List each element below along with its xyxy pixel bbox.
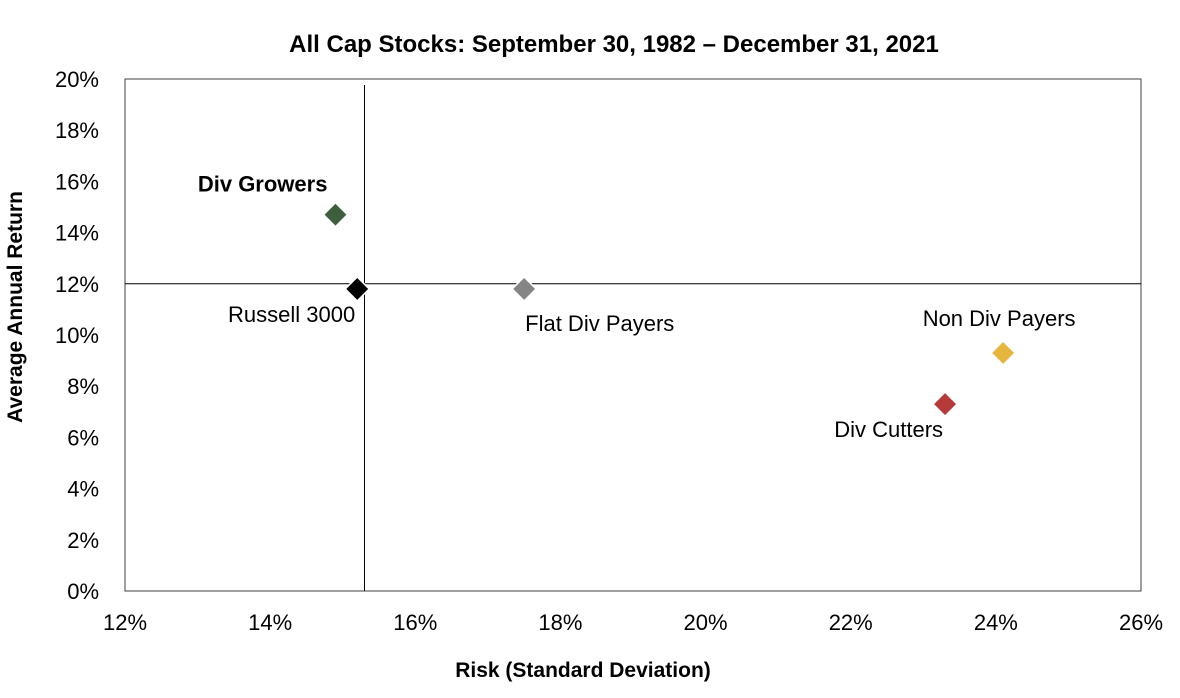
point-label-flat-div-payers: Flat Div Payers — [525, 311, 674, 336]
point-label-div-cutters: Div Cutters — [834, 417, 943, 442]
point-label-russell-3000: Russell 3000 — [228, 302, 355, 327]
y-tick-label: 10% — [55, 323, 99, 348]
x-tick-label: 16% — [393, 610, 437, 635]
point-div-growers — [323, 203, 347, 227]
point-flat-div-payers — [512, 277, 536, 301]
y-tick-label: 6% — [67, 425, 99, 450]
x-axis-title: Risk (Standard Deviation) — [455, 659, 711, 682]
point-div-cutters — [933, 392, 957, 416]
x-tick-label: 12% — [103, 610, 147, 635]
point-label-non-div-payers: Non Div Payers — [923, 306, 1076, 331]
x-tick-label: 18% — [538, 610, 582, 635]
x-tick-label: 22% — [829, 610, 873, 635]
chart-title: All Cap Stocks: September 30, 1982 – Dec… — [289, 31, 939, 58]
point-russell-3000 — [345, 277, 369, 301]
x-tick-label: 26% — [1119, 610, 1163, 635]
point-label-div-growers: Div Growers — [198, 172, 328, 197]
y-tick-label: 2% — [67, 528, 99, 553]
y-tick-label: 18% — [55, 118, 99, 143]
scatter-chart: All Cap Stocks: September 30, 1982 – Dec… — [0, 0, 1180, 698]
point-non-div-payers — [991, 341, 1015, 365]
y-tick-label: 16% — [55, 169, 99, 194]
x-tick-label: 24% — [974, 610, 1018, 635]
y-tick-label: 14% — [55, 221, 99, 246]
y-axis-title: Average Annual Return — [4, 191, 27, 423]
x-tick-label: 20% — [684, 610, 728, 635]
y-tick-label: 12% — [55, 272, 99, 297]
y-tick-label: 0% — [67, 579, 99, 604]
y-tick-label: 20% — [55, 67, 99, 92]
y-tick-label: 4% — [67, 477, 99, 502]
y-tick-label: 8% — [67, 374, 99, 399]
x-tick-label: 14% — [248, 610, 292, 635]
